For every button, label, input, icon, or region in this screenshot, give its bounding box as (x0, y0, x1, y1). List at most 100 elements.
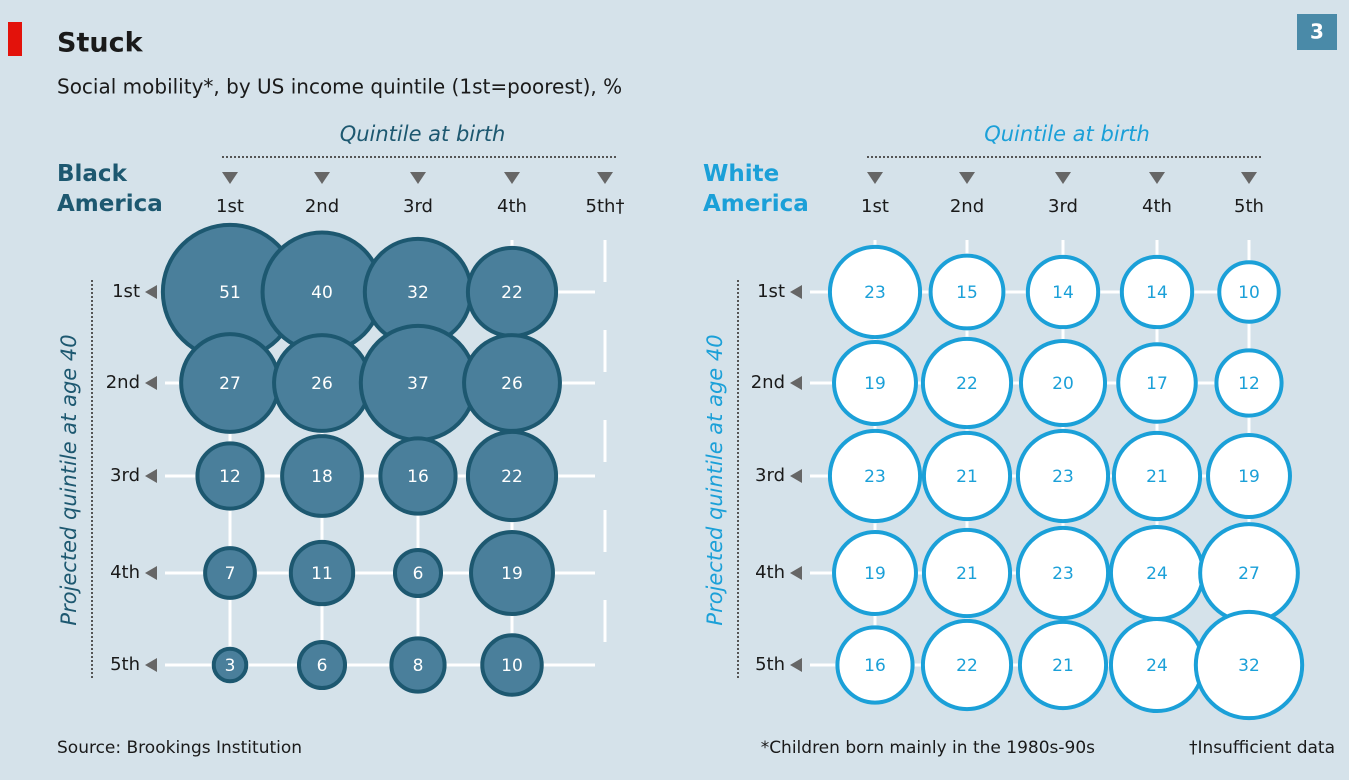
x-tick-label: 2nd (950, 196, 984, 217)
bubble-label: 6 (413, 564, 424, 584)
row-arrow (145, 469, 157, 483)
bubble-label: 37 (407, 374, 429, 394)
y-tick-label: 1st (112, 281, 140, 302)
y-tick-label: 2nd (106, 372, 140, 393)
row-arrow (145, 285, 157, 299)
column-arrow (504, 172, 520, 184)
bubble-label: 26 (311, 374, 333, 394)
bubble-label: 20 (1052, 374, 1074, 394)
bubble (378, 436, 458, 516)
column-arrow (1149, 172, 1165, 184)
bubble-label: 21 (956, 564, 978, 584)
chart-title: Stuck (57, 28, 144, 59)
bubble (832, 340, 918, 426)
bubble (1116, 342, 1198, 424)
bubble (1018, 338, 1108, 428)
bubble-label: 23 (864, 283, 886, 303)
row-arrow (145, 658, 157, 672)
bubble (1217, 260, 1281, 324)
panel-title-line: America (703, 191, 809, 217)
bubble (928, 253, 1006, 331)
bubble-label: 3 (225, 656, 236, 676)
subtitle: Social mobility*, by US income quintile … (57, 75, 622, 99)
panel-title-line: America (57, 191, 163, 217)
bubble (1119, 254, 1195, 330)
bubble (211, 646, 249, 684)
bubble (1206, 433, 1292, 519)
bubble-label: 7 (225, 564, 236, 584)
column-arrow (959, 172, 975, 184)
y-tick-label: 5th (755, 654, 785, 675)
column-arrow (867, 172, 883, 184)
bubble (921, 527, 1013, 619)
panel-title: Black America (57, 161, 163, 217)
bubble (280, 434, 364, 518)
x-axis-title: Quintile at birth (340, 122, 506, 146)
bubble-label: 16 (864, 656, 886, 676)
row-arrow (145, 376, 157, 390)
bubble-label: 14 (1146, 283, 1168, 303)
bubble-label: 12 (219, 467, 241, 487)
bubble-label: 22 (501, 283, 523, 303)
footnote: †Insufficient data (1189, 738, 1335, 758)
bubble-label: 21 (1146, 467, 1168, 487)
badge-box (1297, 14, 1337, 50)
bubble-label: 8 (413, 656, 424, 676)
bubble (1017, 619, 1109, 711)
x-tick-label: 4th (1142, 196, 1172, 217)
badge: 3 (1310, 20, 1324, 44)
y-tick-label: 3rd (110, 465, 140, 486)
bubble-label: 22 (956, 656, 978, 676)
bubble-label: 16 (407, 467, 429, 487)
bubble-label: 10 (1238, 283, 1260, 303)
y-tick-label: 4th (110, 562, 140, 583)
panel-title-line: White (703, 161, 779, 187)
row-arrow (790, 469, 802, 483)
red-tag (8, 22, 22, 56)
bubble (389, 636, 447, 694)
bubble-label: 26 (501, 374, 523, 394)
y-axis-title: Projected quintile at age 40 (703, 334, 727, 625)
bubble (920, 336, 1014, 430)
bubble (827, 428, 923, 524)
bubble (288, 539, 356, 607)
y-tick-label: 2nd (751, 372, 785, 393)
bubble (835, 625, 915, 705)
bubble-label: 24 (1146, 656, 1168, 676)
x-tick-label: 5th† (586, 196, 625, 217)
column-arrow (1241, 172, 1257, 184)
row-arrow (790, 658, 802, 672)
bubble-label: 17 (1146, 374, 1168, 394)
x-tick-label: 1st (861, 196, 889, 217)
bubble-label: 24 (1146, 564, 1168, 584)
x-tick-label: 1st (216, 196, 244, 217)
bubble-label: 27 (219, 374, 241, 394)
x-tick-label: 5th (1234, 196, 1264, 217)
bubble-label: 23 (1052, 467, 1074, 487)
row-arrow (790, 566, 802, 580)
x-tick-label: 3rd (1048, 196, 1078, 217)
x-tick-label: 3rd (403, 196, 433, 217)
bubble (827, 244, 923, 340)
bubble-label: 23 (864, 467, 886, 487)
bubble (480, 633, 544, 697)
bubble-label: 19 (864, 564, 886, 584)
bubble-label: 32 (407, 283, 429, 303)
bubble-label: 27 (1238, 564, 1260, 584)
row-arrow (145, 566, 157, 580)
bubble-label: 51 (219, 283, 241, 303)
row-arrow (790, 376, 802, 390)
bubble-label: 6 (317, 656, 328, 676)
y-tick-label: 4th (755, 562, 785, 583)
bubble-label: 40 (311, 283, 333, 303)
x-tick-label: 2nd (305, 196, 339, 217)
bubble (296, 639, 348, 691)
panel-title: White America (703, 161, 809, 217)
bubble (832, 530, 918, 616)
column-arrow (410, 172, 426, 184)
bubble (1015, 428, 1111, 524)
bubble (1111, 430, 1203, 522)
bubble (465, 429, 559, 523)
row-arrow (790, 285, 802, 299)
